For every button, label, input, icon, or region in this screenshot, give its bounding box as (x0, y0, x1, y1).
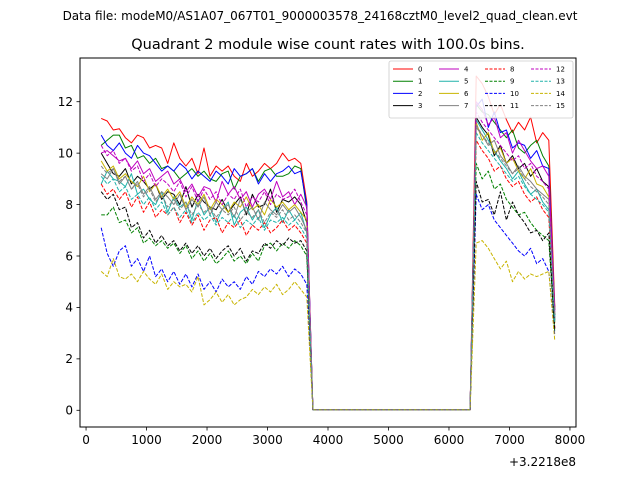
y-tick-label: 10 (58, 146, 73, 160)
series-line-10 (100, 193, 556, 411)
x-offset-label: +3.2218e8 (509, 455, 576, 469)
legend-label: 0 (418, 66, 422, 74)
chart-suptitle: Data file: modeM0/AS1A07_067T01_90000035… (63, 9, 578, 23)
x-tick-label: 1000 (131, 433, 162, 447)
series-line-14 (100, 240, 556, 411)
legend-label: 1 (418, 78, 422, 86)
legend-label: 5 (464, 78, 468, 86)
x-axis: 0 1000 2000 3000 4000 5000 6000 7000 8000 (82, 427, 585, 447)
y-tick-label: 4 (65, 301, 73, 315)
legend-label: 12 (556, 66, 565, 74)
series-line-5 (100, 119, 556, 411)
series-line-15 (100, 124, 556, 411)
series-line-0 (101, 75, 556, 411)
series-line-13 (100, 132, 556, 411)
x-tick-label: 8000 (555, 433, 586, 447)
series-line-11 (100, 180, 556, 411)
x-tick-label: 4000 (313, 433, 344, 447)
y-tick-label: 2 (65, 352, 73, 366)
legend-label: 9 (510, 78, 514, 86)
legend-box (388, 60, 574, 119)
legend-label: 6 (464, 90, 469, 98)
legend-label: 7 (464, 102, 468, 110)
chart-title: Quadrant 2 module wise count rates with … (131, 37, 525, 53)
legend-label: 2 (418, 90, 422, 98)
x-tick-label: 5000 (373, 433, 404, 447)
series-layer (100, 75, 556, 411)
legend-label: 13 (556, 78, 565, 86)
x-tick-label: 3000 (252, 433, 283, 447)
series-line-2 (100, 98, 556, 411)
x-tick-label: 0 (82, 433, 90, 447)
series-line-6 (100, 121, 556, 411)
series-line-3 (100, 116, 556, 411)
series-line-1 (100, 103, 556, 411)
legend-label: 4 (464, 66, 469, 74)
x-tick-label: 6000 (434, 433, 465, 447)
y-tick-label: 0 (65, 404, 73, 418)
series-line-7 (100, 126, 556, 411)
y-tick-label: 6 (65, 249, 73, 263)
legend-label: 15 (556, 102, 565, 110)
legend-label: 8 (510, 66, 514, 74)
series-line-9 (101, 162, 556, 411)
x-tick-label: 2000 (192, 433, 223, 447)
y-tick-label: 12 (58, 95, 73, 109)
y-axis: 0 2 4 6 8 10 12 (58, 95, 80, 418)
legend-label: 14 (556, 90, 565, 98)
legend-label: 11 (510, 102, 519, 110)
legend-label: 10 (510, 90, 519, 98)
legend-label: 3 (418, 102, 422, 110)
series-line-8 (100, 139, 556, 411)
y-tick-label: 8 (65, 198, 73, 212)
x-tick-label: 7000 (494, 433, 525, 447)
